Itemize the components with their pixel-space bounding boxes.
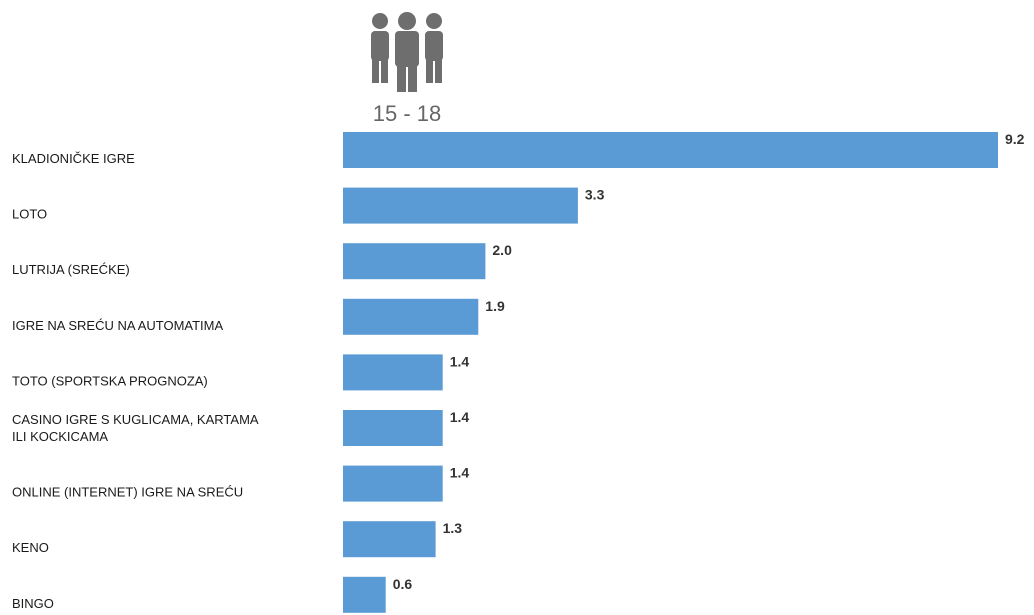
value-labels: 9.2 3.3 2.0 1.9 1.4 1.4 1.4 1.3 0.6 (393, 131, 1025, 592)
value-label: 1.4 (450, 409, 470, 425)
value-label: 0.6 (393, 576, 413, 592)
category-label: TOTO (SPORTSKA PROGNOZA) (12, 373, 208, 388)
category-label: IGRE NA SREĆU NA AUTOMATIMA (12, 318, 223, 333)
category-label: LUTRIJA (SREĆKE) (12, 262, 130, 277)
value-label: 1.4 (450, 465, 470, 481)
bar (343, 576, 386, 613)
category-label: BINGO (12, 596, 54, 611)
category-label: ONLINE (INTERNET) IGRE NA SREĆU (12, 485, 243, 500)
bar (343, 132, 998, 168)
bar (343, 465, 443, 502)
bar (343, 243, 486, 280)
bar (343, 521, 436, 558)
bar (343, 354, 443, 391)
category-label: CASINO IGRE S KUGLICAMA, KARTAMA ILI KOCK… (12, 412, 259, 444)
category-labels: KLADIONIČKE IGRE LOTO LUTRIJA (SREĆKE) IGRE… (12, 151, 259, 611)
category-label: KLADIONIČKE IGRE (12, 151, 135, 166)
value-label: 1.4 (450, 353, 470, 369)
value-label: 2.0 (492, 242, 512, 258)
person-icon (395, 12, 419, 92)
value-label: 1.9 (485, 298, 505, 314)
value-label: 9.2 (1005, 131, 1025, 147)
category-label: KENO (12, 540, 49, 555)
category-label: LOTO (12, 207, 47, 222)
group-label: 15 - 18 (373, 101, 442, 126)
bar (343, 410, 443, 446)
people-group-icon (371, 12, 443, 92)
value-label: 1.3 (443, 520, 463, 536)
bar (343, 187, 578, 224)
bar (343, 298, 479, 335)
bars (343, 132, 998, 613)
person-icon (371, 13, 389, 83)
value-label: 3.3 (585, 187, 605, 203)
person-icon (425, 13, 443, 83)
group-header: 15 - 18 (371, 12, 443, 126)
